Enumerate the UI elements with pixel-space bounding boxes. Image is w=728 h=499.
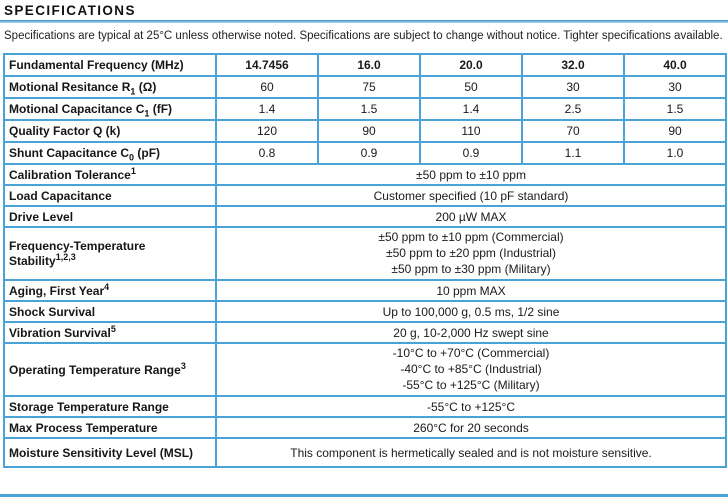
row-shock-survival: Shock Survival Up to 100,000 g, 0.5 ms, … xyxy=(3,300,727,324)
datasheet-page: SPECIFICATIONS Specifications are typica… xyxy=(0,3,728,469)
spec-label: Moisture Sensitivity Level (MSL) xyxy=(3,437,217,469)
spec-value: 16.0 xyxy=(317,53,421,78)
row-motional-capacitance: Motional Capacitance C1 (fF) 1.4 1.5 1.4… xyxy=(3,97,727,122)
spec-label: Frequency-Temperature Stability1,2,3 xyxy=(3,226,217,282)
spec-value-span: This component is hermetically sealed an… xyxy=(215,437,727,469)
spec-value: 1.0 xyxy=(623,141,727,166)
spec-value-span: ±50 ppm to ±10 ppm xyxy=(215,163,727,187)
row-drive-level: Drive Level 200 µW MAX xyxy=(3,205,727,229)
spec-value: 90 xyxy=(317,119,421,144)
spec-value-span: ±50 ppm to ±10 ppm (Commercial) ±50 ppm … xyxy=(215,226,727,282)
spec-value: 60 xyxy=(215,75,319,100)
spec-label: Shock Survival xyxy=(3,300,217,324)
spec-label: Motional Resitance R1 (Ω) xyxy=(3,75,217,100)
spec-label: Vibration Survival5 xyxy=(3,321,217,345)
spec-value: 0.9 xyxy=(419,141,523,166)
spec-value-span: -55°C to +125°C xyxy=(215,395,727,419)
spec-value-span: -10°C to +70°C (Commercial) -40°C to +85… xyxy=(215,342,727,398)
spec-value: 30 xyxy=(521,75,625,100)
intro-text: Specifications are typical at 25°C unles… xyxy=(4,30,723,42)
spec-value: 32.0 xyxy=(521,53,625,78)
spec-value: 1.5 xyxy=(317,97,421,122)
spec-value: 120 xyxy=(215,119,319,144)
row-shunt-capacitance: Shunt Capacitance C0 (pF) 0.8 0.9 0.9 1.… xyxy=(3,141,727,166)
spec-value: 70 xyxy=(521,119,625,144)
spec-label: Motional Capacitance C1 (fF) xyxy=(3,97,217,122)
section-title: SPECIFICATIONS xyxy=(4,3,136,18)
spec-value: 0.9 xyxy=(317,141,421,166)
row-vibration-survival: Vibration Survival5 20 g, 10-2,000 Hz sw… xyxy=(3,321,727,345)
row-operating-temperature-range: Operating Temperature Range3 -10°C to +7… xyxy=(3,342,727,398)
spec-value: 90 xyxy=(623,119,727,144)
spec-value: 1.4 xyxy=(215,97,319,122)
spec-label: Storage Temperature Range xyxy=(3,395,217,419)
row-moisture-sensitivity-level: Moisture Sensitivity Level (MSL) This co… xyxy=(3,437,727,469)
spec-value: 110 xyxy=(419,119,523,144)
specifications-table: Fundamental Frequency (MHz) 14.7456 16.0… xyxy=(3,53,727,469)
spec-value-span: Up to 100,000 g, 0.5 ms, 1/2 sine xyxy=(215,300,727,324)
spec-value-span: 20 g, 10-2,000 Hz swept sine xyxy=(215,321,727,345)
row-load-capacitance: Load Capacitance Customer specified (10 … xyxy=(3,184,727,208)
row-fundamental-frequency: Fundamental Frequency (MHz) 14.7456 16.0… xyxy=(3,53,727,78)
spec-label: Calibration Tolerance1 xyxy=(3,163,217,187)
spec-value: 14.7456 xyxy=(215,53,319,78)
spec-label: Max Process Temperature xyxy=(3,416,217,440)
row-motional-resistance: Motional Resitance R1 (Ω) 60 75 50 30 30 xyxy=(3,75,727,100)
row-aging-first-year: Aging, First Year4 10 ppm MAX xyxy=(3,279,727,303)
spec-value: 1.4 xyxy=(419,97,523,122)
spec-label: Quality Factor Q (k) xyxy=(3,119,217,144)
spec-value-span: 10 ppm MAX xyxy=(215,279,727,303)
spec-value: 1.5 xyxy=(623,97,727,122)
spec-value: 20.0 xyxy=(419,53,523,78)
spec-value-span: 260°C for 20 seconds xyxy=(215,416,727,440)
row-frequency-temperature-stability: Frequency-Temperature Stability1,2,3 ±50… xyxy=(3,226,727,282)
spec-label: Shunt Capacitance C0 (pF) xyxy=(3,141,217,166)
row-calibration-tolerance: Calibration Tolerance1 ±50 ppm to ±10 pp… xyxy=(3,163,727,187)
spec-label: Drive Level xyxy=(3,205,217,229)
spec-value: 1.1 xyxy=(521,141,625,166)
spec-label: Fundamental Frequency (MHz) xyxy=(3,53,217,78)
spec-value-span: Customer specified (10 pF standard) xyxy=(215,184,727,208)
spec-label: Load Capacitance xyxy=(3,184,217,208)
row-storage-temperature-range: Storage Temperature Range -55°C to +125°… xyxy=(3,395,727,419)
spec-value: 2.5 xyxy=(521,97,625,122)
spec-value: 75 xyxy=(317,75,421,100)
spec-value: 0.8 xyxy=(215,141,319,166)
spec-value: 30 xyxy=(623,75,727,100)
spec-value: 50 xyxy=(419,75,523,100)
row-max-process-temperature: Max Process Temperature 260°C for 20 sec… xyxy=(3,416,727,440)
row-quality-factor: Quality Factor Q (k) 120 90 110 70 90 xyxy=(3,119,727,144)
spec-value-span: 200 µW MAX xyxy=(215,205,727,229)
spec-label: Operating Temperature Range3 xyxy=(3,342,217,398)
footer-rule xyxy=(0,494,728,497)
spec-label: Aging, First Year4 xyxy=(3,279,217,303)
spec-value: 40.0 xyxy=(623,53,727,78)
title-rule xyxy=(0,20,728,23)
